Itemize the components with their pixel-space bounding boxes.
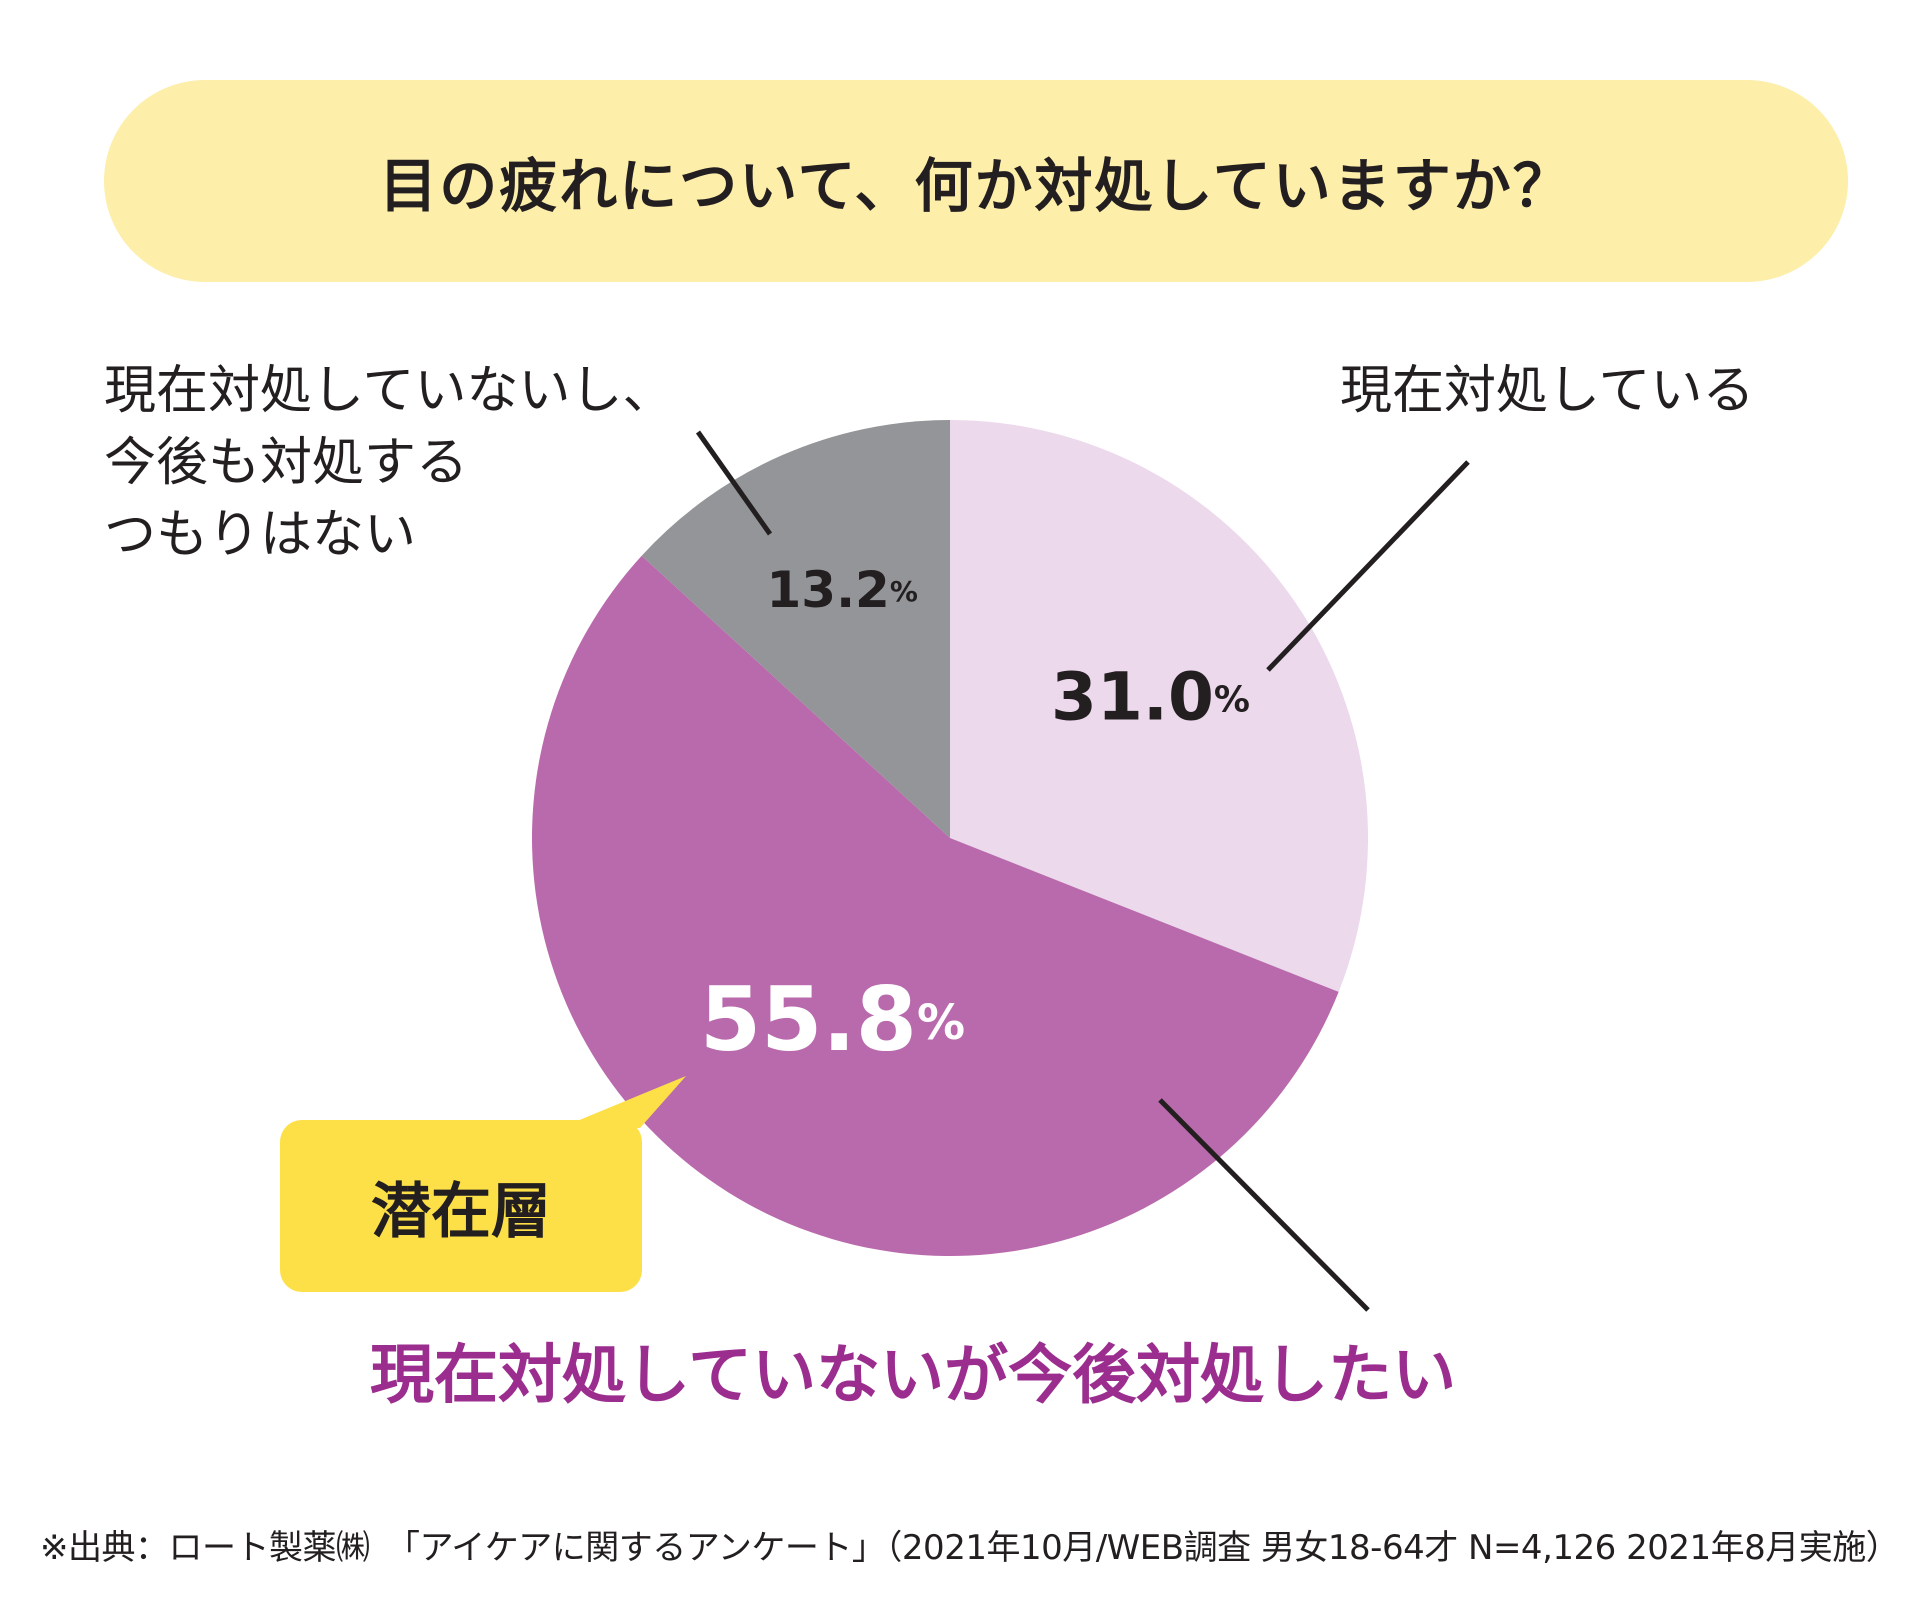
callout-tail	[560, 1076, 686, 1128]
label-line: 現在対処していないし、	[104, 361, 675, 421]
label-want-to-cope: 現在対処していないが今後対処したい	[370, 1339, 1457, 1413]
label-current-coping: 現在対処している	[1340, 355, 1754, 427]
slice-value-label: 13.2%	[766, 561, 917, 619]
pie-slice	[531, 555, 1339, 1257]
pie-slice	[641, 420, 950, 838]
label-line: 今後も対処する	[104, 433, 469, 493]
leader-line	[1266, 460, 1470, 672]
chart-title: 目の疲れについて、何か対処していますか？	[379, 152, 1573, 220]
label-line: 現在対処している	[1340, 361, 1755, 421]
slice-value-label: 55.8%	[700, 968, 965, 1071]
label-no-plan: 現在対処していないし、 今後も対処する つもりはない	[104, 355, 674, 571]
leader-line	[1158, 1098, 1370, 1312]
label-line: つもりはない	[104, 505, 417, 565]
callout-text: 潜在層	[371, 1176, 551, 1247]
leader-line	[695, 430, 773, 536]
callout-bubble: 潜在層	[280, 1120, 642, 1292]
title-banner: 目の疲れについて、何か対処していますか？	[104, 80, 1848, 282]
slice-value-label: 31.0%	[1051, 659, 1250, 736]
pie-slice	[950, 420, 1369, 992]
source-footnote: ※出典：ロート製薬㈱ 「アイケアに関するアンケート」（2021年10月/WEB調…	[40, 1528, 1900, 1568]
